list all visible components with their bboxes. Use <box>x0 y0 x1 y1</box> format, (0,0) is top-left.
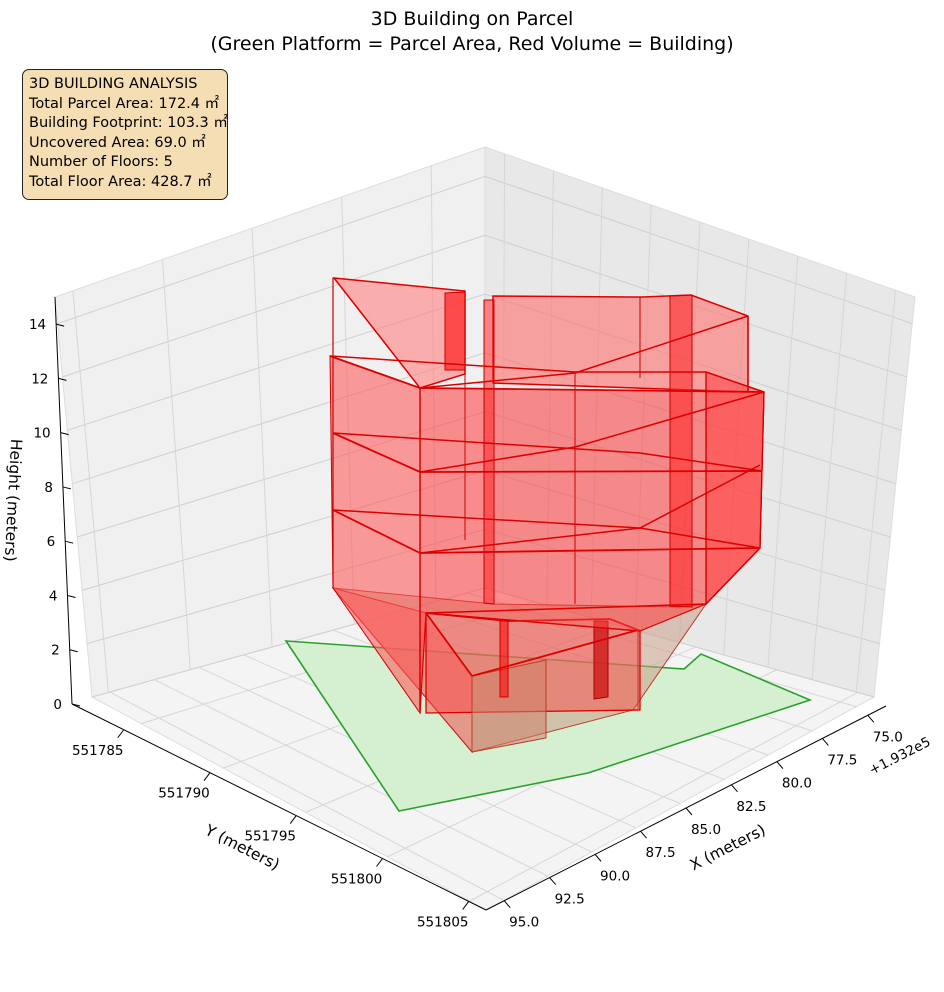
x-gridline <box>109 691 504 901</box>
floor-outline-2b <box>332 432 763 472</box>
y-tick-label: 551800 <box>331 872 383 888</box>
building-vertical-slats <box>669 294 693 608</box>
chart-title-line2: (Green Platform = Parcel Area, Red Volum… <box>210 33 733 55</box>
building-volume <box>329 277 765 754</box>
x-tick-mark <box>503 900 511 909</box>
z-gridline <box>67 293 902 431</box>
x-wall-gridline <box>811 273 848 680</box>
z-gridline <box>62 234 907 378</box>
info-line-floors: Number of Floors: 5 <box>29 154 173 171</box>
x-tick-label: 92.5 <box>555 892 585 908</box>
x-tick-label: 75.0 <box>873 729 903 745</box>
x-wall-gridline <box>767 256 799 668</box>
x-tick-label: 87.5 <box>646 845 676 861</box>
z-tick-mark <box>58 377 67 381</box>
y-tick-label: 551790 <box>158 786 210 802</box>
x-tick-label: 85.0 <box>691 822 721 838</box>
z-tick-mark <box>67 594 76 598</box>
x-tick-mark <box>594 854 602 862</box>
z-tick-label: 2 <box>51 643 60 659</box>
y-tick-mark <box>376 858 383 867</box>
x-tick-mark <box>731 784 738 793</box>
y-wall-gridline <box>251 228 273 648</box>
z-tick-mark <box>71 703 81 707</box>
y-tick-label: 551795 <box>244 829 296 845</box>
z-gridline <box>57 175 913 325</box>
x-tick-label: 77.5 <box>827 752 857 768</box>
building-vertical-slats2 <box>483 299 495 605</box>
z-tick-mark <box>56 323 65 327</box>
x-tick-label: 80.0 <box>782 776 812 792</box>
z-tick-label: 14 <box>29 317 46 333</box>
y-tick-label: 551785 <box>72 743 124 759</box>
x-tick-label: 95.0 <box>509 915 539 931</box>
x-tick-mark <box>549 877 557 885</box>
z-axis-label: Height (meters) <box>1 438 25 562</box>
z-tick-label: 8 <box>44 480 53 496</box>
axis-ticks: 0 2 4 6 8 10 12 14 551785 551790 551795 551800 55180… <box>29 317 903 931</box>
z-tick-label: 10 <box>33 426 50 442</box>
x-tick-mark <box>867 714 875 723</box>
info-line-parcel-area: Total Parcel Area: 172.4 ㎡ <box>29 95 220 112</box>
building-upper-column <box>444 291 466 371</box>
x-tick-mark <box>640 830 647 839</box>
y-wall-gridline <box>162 259 191 670</box>
x-gridline <box>154 679 548 877</box>
info-line-uncovered: Uncovered Area: 69.0 ㎡ <box>29 134 206 151</box>
x-tick-mark <box>776 761 784 769</box>
x-tick-label: 82.5 <box>736 799 766 815</box>
z-tick-mark <box>60 432 69 436</box>
building-lower-column <box>499 620 509 698</box>
y-wall-gridline <box>72 290 109 693</box>
y-axis-line <box>71 703 487 911</box>
x-tick-mark <box>821 738 829 746</box>
info-heading: 3D BUILDING ANALYSIS <box>29 76 198 92</box>
y-tick-mark <box>117 729 125 739</box>
z-tick-mark <box>65 540 74 544</box>
building-lower-column2 <box>593 620 609 700</box>
z-axis-line <box>54 296 73 705</box>
x-tick-mark <box>685 807 693 816</box>
z-tick-label: 4 <box>49 588 58 604</box>
z-tick-label: 12 <box>31 371 48 387</box>
x-tick-label: 90.0 <box>600 868 630 884</box>
y-tick-mark <box>289 815 297 824</box>
analysis-info-box: 3D BUILDING ANALYSIS Total Parcel Area: … <box>22 69 228 200</box>
y-tick-mark <box>462 901 470 910</box>
x-wall-gridline <box>855 290 896 693</box>
z-tick-mark <box>62 486 72 490</box>
info-line-footprint: Building Footprint: 103.3 ㎡ <box>29 115 228 132</box>
z-tick-label: 6 <box>47 534 56 550</box>
z-tick-label: 0 <box>53 697 62 713</box>
floor-outline-6 <box>419 464 761 554</box>
z-tick-mark <box>69 649 78 653</box>
edge-v8 <box>759 391 765 549</box>
chart-title-line1: 3D Building on Parcel <box>371 8 574 30</box>
info-line-floor-area: Total Floor Area: 428.7 ㎡ <box>29 173 212 190</box>
y-tick-label: 551805 <box>417 914 469 930</box>
y-tick-mark <box>203 772 211 781</box>
